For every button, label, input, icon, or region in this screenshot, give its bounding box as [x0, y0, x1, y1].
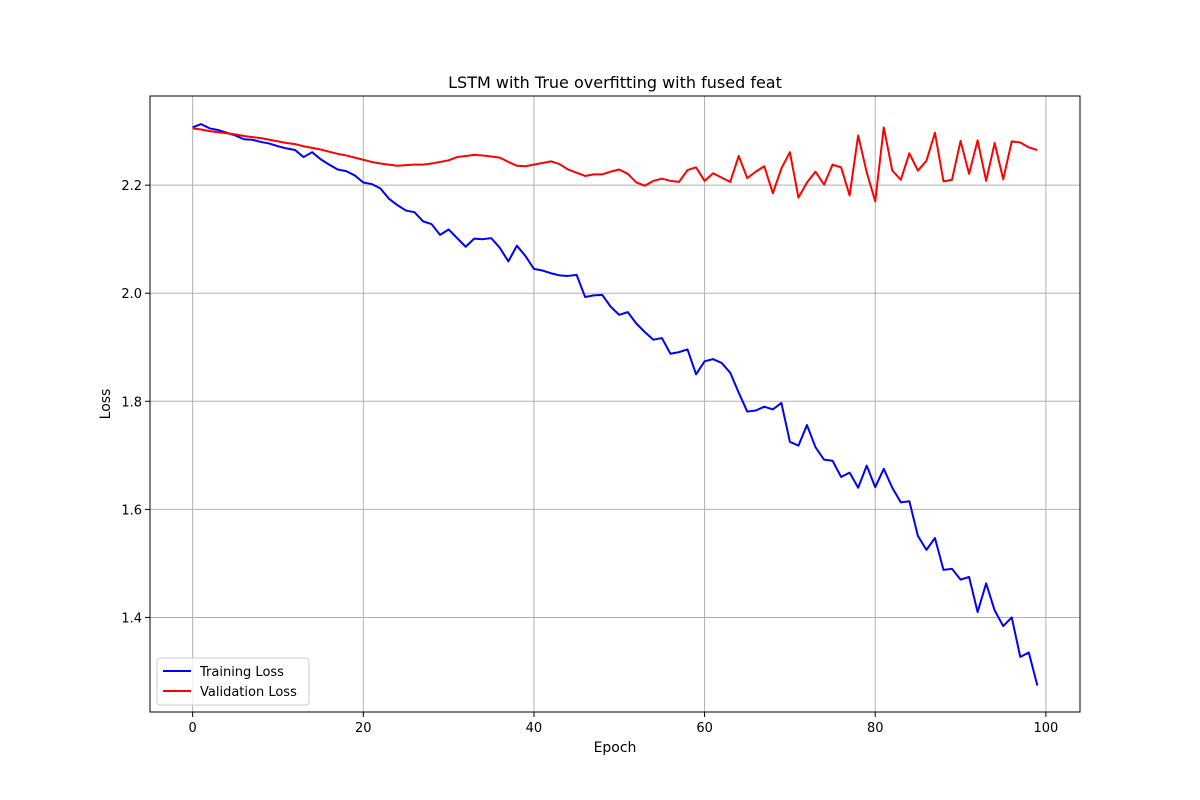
x-tick-label: 60 [696, 721, 713, 736]
grid [150, 96, 1080, 712]
y-tick-label: 2.2 [121, 179, 142, 194]
y-tick-label: 2.0 [121, 287, 142, 302]
x-tick-label: 40 [526, 721, 543, 736]
plot-frame [149, 95, 1081, 713]
x-axis-label: Epoch [594, 740, 637, 756]
legend: Training Loss Validation Loss [156, 657, 310, 706]
legend-box [156, 657, 310, 706]
legend-label-training: Training Loss [199, 665, 284, 680]
x-tick-label: 80 [867, 721, 884, 736]
x-tick-label: 100 [1033, 721, 1058, 736]
y-tick-label: 1.4 [121, 611, 142, 626]
axis-ticks: 0 20 40 60 80 100 1.4 1.6 1.8 2.0 2.2 [121, 179, 1058, 736]
chart-title: LSTM with True overfitting with fused fe… [448, 73, 782, 92]
y-tick-label: 1.8 [121, 395, 142, 410]
validation-loss-line [192, 126, 1038, 203]
series-lines [192, 123, 1039, 686]
x-tick-label: 20 [355, 721, 372, 736]
legend-label-validation: Validation Loss [200, 685, 297, 700]
training-loss-line [192, 123, 1039, 686]
y-tick-label: 1.6 [121, 503, 142, 518]
x-tick-label: 0 [189, 721, 197, 736]
y-axis-label: Loss [98, 389, 114, 420]
